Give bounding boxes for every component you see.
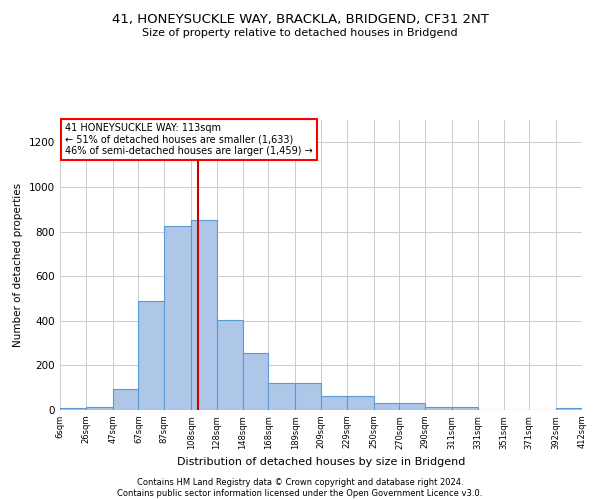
Bar — [321, 396, 347, 410]
Bar — [425, 406, 452, 410]
Bar — [60, 408, 86, 410]
Bar — [113, 389, 139, 410]
Bar — [217, 320, 242, 410]
Bar — [268, 383, 295, 410]
Bar — [86, 406, 113, 410]
Bar — [191, 220, 217, 410]
Bar — [295, 383, 321, 410]
Text: Size of property relative to detached houses in Bridgend: Size of property relative to detached ho… — [142, 28, 458, 38]
Bar — [164, 226, 191, 410]
Bar — [374, 404, 400, 410]
Bar — [347, 396, 374, 410]
Y-axis label: Number of detached properties: Number of detached properties — [13, 183, 23, 347]
Bar — [139, 300, 164, 410]
Text: 41 HONEYSUCKLE WAY: 113sqm
← 51% of detached houses are smaller (1,633)
46% of s: 41 HONEYSUCKLE WAY: 113sqm ← 51% of deta… — [65, 123, 313, 156]
Bar — [400, 404, 425, 410]
Bar — [452, 406, 478, 410]
Text: 41, HONEYSUCKLE WAY, BRACKLA, BRIDGEND, CF31 2NT: 41, HONEYSUCKLE WAY, BRACKLA, BRIDGEND, … — [112, 12, 488, 26]
Bar — [556, 408, 582, 410]
X-axis label: Distribution of detached houses by size in Bridgend: Distribution of detached houses by size … — [177, 457, 465, 467]
Bar — [242, 353, 268, 410]
Text: Contains HM Land Registry data © Crown copyright and database right 2024.
Contai: Contains HM Land Registry data © Crown c… — [118, 478, 482, 498]
